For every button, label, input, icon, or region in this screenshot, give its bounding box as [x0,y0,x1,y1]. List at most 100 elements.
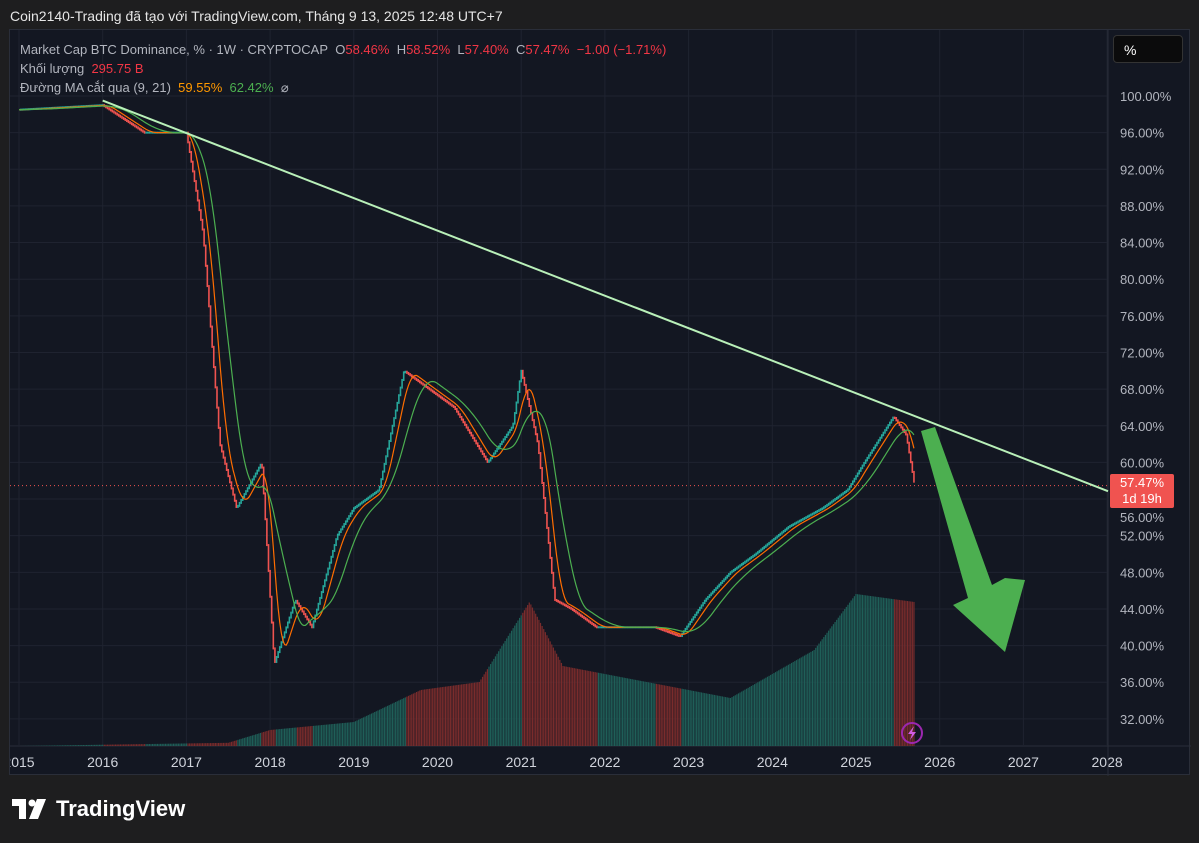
volume-bar [906,601,909,746]
candle [552,571,555,589]
volume-bar [301,726,303,746]
volume-bar [338,723,340,746]
volume-bar [74,745,76,746]
candle [510,426,513,431]
tradingview-logo[interactable]: TradingView [12,796,185,822]
volume-bar [272,729,274,746]
volume-bar [248,736,250,746]
volume-bar [417,691,419,746]
volume-bar [884,597,886,746]
volume-bar [261,732,263,746]
volume-bar [808,652,810,746]
volume-bar [568,667,571,746]
candle [256,469,259,475]
candle [473,437,476,442]
candle [835,496,838,501]
down-arrow-drawing[interactable] [921,427,1025,652]
candle [742,561,745,566]
volume-bar [562,666,564,746]
volume-bar [895,599,897,746]
candle [860,467,862,472]
volume-bar [346,722,348,746]
candle [858,469,861,475]
ma-row[interactable]: Đường MA cắt qua (9, 21) 59.55% 62.42% ⌀ [20,78,666,97]
scale-unit-button[interactable]: % [1113,35,1183,63]
volume-bar [728,697,730,746]
trendline[interactable] [102,99,1109,493]
chart-panel[interactable]: 100.00% 96.00% 92.00% 88.00% 84.00% 80.00% 76.… [9,29,1191,776]
volume-bar [383,707,385,746]
volume-bar [134,744,136,746]
volume-bar [755,683,757,746]
ma-slow-line[interactable] [18,105,915,633]
volume-bar [113,744,115,746]
volume-bar [457,684,460,746]
candle [752,554,754,559]
candle [851,480,854,486]
candle [695,611,698,616]
volume-bar [696,691,698,746]
volume-bar [71,745,73,746]
candle [579,613,582,617]
volume-bar [190,743,192,746]
candle [367,496,370,500]
volume-bar [638,680,640,746]
candle [344,520,347,526]
candle [127,120,130,124]
volume-bar [499,648,501,746]
volume-bar [773,673,775,746]
candle [206,264,209,288]
candle [901,426,904,431]
volume-bar [885,598,888,746]
candle [694,613,696,619]
candle [264,492,267,521]
candle [114,111,117,115]
volume-bar [263,731,265,746]
volume-bar [860,594,862,746]
volume-bar [544,632,546,746]
candle [660,627,663,631]
candle [666,630,669,633]
candle [417,378,419,383]
candle [766,543,769,547]
symbol-row[interactable]: Market Cap BTC Dominance, % · 1W · CRYPT… [20,40,666,59]
volume-bar [618,676,620,746]
volume-bar [865,595,867,746]
candle [142,129,144,133]
volume-bar [858,594,860,746]
volume-bar [758,681,761,746]
candle [493,452,495,457]
volume-row[interactable]: Khối lượng 295.75 B [20,59,666,78]
volume-bar [564,666,566,746]
hidden-icon[interactable]: ⌀ [280,80,289,95]
candle [831,500,833,504]
candle [570,606,572,610]
volume-bar [192,743,194,746]
price-chart[interactable]: 100.00% 96.00% 92.00% 88.00% 84.00% 80.00% 76.… [10,30,1191,776]
volume-bar [147,744,149,746]
volume-bar [557,656,559,746]
volume-bar [844,609,846,746]
volume-bar [737,693,740,746]
candle [431,389,434,393]
volume-bar [721,696,724,746]
volume-bar [197,743,199,746]
candle [380,478,382,488]
volume-bar [198,743,200,746]
candle [740,563,743,567]
candle [600,626,603,629]
candle [708,594,711,598]
volume-bar [591,671,593,746]
volume-bar [498,651,500,746]
candle [441,396,444,400]
candle [383,462,386,473]
candle [227,468,230,478]
candle [832,499,835,503]
volume-bar [94,744,96,746]
lightning-icon[interactable] [901,722,923,744]
ma-fast-line[interactable] [18,104,915,646]
volume-bar [913,601,915,746]
candle [456,408,458,413]
volume-bar [654,683,656,746]
volume-bar [98,744,101,746]
